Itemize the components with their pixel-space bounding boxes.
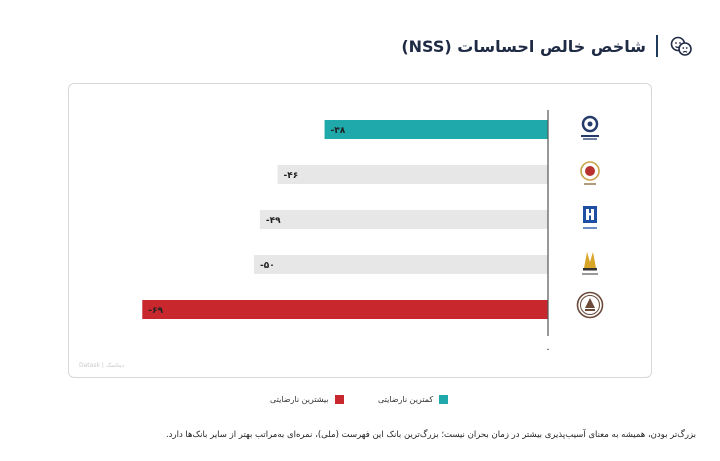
nss-bar-chart: -۳۸ -۴۶ -۴۹ -۵۰ -۶۹ ۰ [142, 110, 551, 355]
header-divider [656, 35, 658, 57]
legend-label: بیشترین نارضایتی [270, 395, 329, 404]
chart-card: -۳۸ -۴۶ -۴۹ -۵۰ -۶۹ ۰ [68, 83, 652, 378]
bar-value-label-1: -۳۸ [331, 126, 346, 136]
bar-5 [142, 300, 548, 319]
bar-value-label-3: -۴۹ [266, 216, 281, 226]
bank-refah-logo [575, 248, 605, 278]
bar-1 [324, 120, 548, 139]
bank-mehr-iran-logo [575, 158, 605, 188]
bank-saderat-logo [575, 203, 605, 233]
chart-header: شاخص خالص احساسات (NSS) [401, 33, 694, 59]
bar-value-label-4: -۵۰ [260, 261, 275, 271]
bar-2 [277, 165, 548, 184]
bar-value-label-5: -۶۹ [148, 306, 163, 316]
bank-mellat-logo [575, 113, 605, 143]
chart-title: شاخص خالص احساسات (NSS) [401, 36, 646, 56]
legend-item-lowest: کمترین نارضایتی [378, 395, 449, 404]
bar-4 [254, 255, 548, 274]
bar-value-label-2: -۴۶ [284, 171, 299, 181]
legend-item-highest: بیشترین نارضایتی [270, 395, 344, 404]
watermark: Datask | دیتاسک [79, 362, 125, 369]
legend-swatch-red [334, 395, 344, 404]
zero-tick-label: ۰ [545, 344, 550, 355]
bank-melli-logo [575, 290, 605, 320]
chart-legend: کمترین نارضایتی بیشترین نارضایتی [0, 395, 720, 411]
legend-swatch-teal [439, 395, 449, 404]
bar-3 [259, 210, 548, 229]
chart-caption: بزرگ‌تر بودن، همیشه به معنای آسیب‌پذیری … [165, 430, 696, 440]
sentiment-faces-icon [668, 33, 694, 59]
legend-label: کمترین نارضایتی [378, 395, 434, 404]
